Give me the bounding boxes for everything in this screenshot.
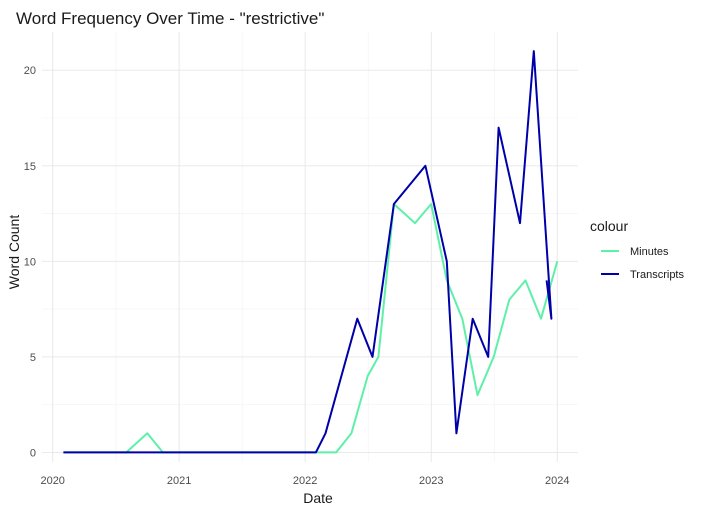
x-tick-label: 2020	[40, 475, 64, 487]
y-tick-label: 0	[30, 447, 36, 459]
series-line-transcripts	[63, 50, 553, 454]
y-tick-label: 10	[24, 256, 36, 268]
y-tick-label: 20	[24, 65, 36, 77]
series-line-minutes	[63, 203, 559, 454]
series-lines	[63, 50, 559, 454]
chart-title: Word Frequency Over Time - "restrictive"	[16, 9, 324, 28]
legend-items: Minutes Transcripts	[601, 246, 684, 281]
y-axis-title: Word Count	[6, 215, 22, 290]
x-tick-label: 2024	[545, 475, 569, 487]
x-tick-label: 2023	[419, 475, 443, 487]
x-tick-label: 2022	[293, 475, 317, 487]
y-tick-label: 5	[30, 352, 36, 364]
legend-title: colour	[590, 218, 628, 234]
legend: colour Minutes Transcripts	[590, 218, 684, 281]
x-axis-title: Date	[303, 490, 333, 506]
legend-label-minutes: Minutes	[630, 246, 669, 258]
grid	[42, 32, 578, 462]
y-tick-label: 15	[24, 161, 36, 173]
legend-label-transcripts: Transcripts	[630, 269, 684, 281]
x-tick-label: 2021	[167, 475, 191, 487]
